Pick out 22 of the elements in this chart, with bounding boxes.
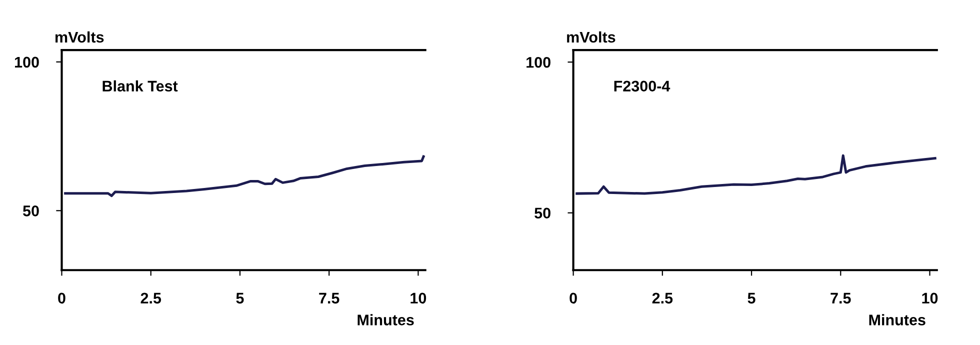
x-tick-label: 0 [58,292,66,304]
x-axis-title: Minutes [869,314,926,326]
x-tick-label: 2.5 [652,292,673,304]
x-tick-label: 5 [236,292,244,304]
x-axis-title: Minutes [358,314,414,326]
y-tick-label: 50 [22,206,39,216]
y-axis-title: mVolts [567,31,616,43]
annotation: Blank Test [102,80,178,92]
annotation: F2300-4 [614,80,670,92]
x-tick-label: 10 [922,292,938,304]
y-tick-label: 100 [526,56,550,68]
x-tick-label: 5 [748,292,756,304]
line-series [576,154,936,195]
line-series [64,155,425,198]
x-tick-label: 2.5 [140,292,162,304]
y-tick-label: 100 [14,56,39,68]
x-tick-label: 0 [570,292,577,304]
y-axis-title: mVolts [55,31,104,43]
x-tick-label: 10 [410,292,426,304]
x-tick-label: 7.5 [319,292,340,304]
y-tick-label: 50 [534,208,550,219]
x-tick-label: 7.5 [830,292,851,304]
